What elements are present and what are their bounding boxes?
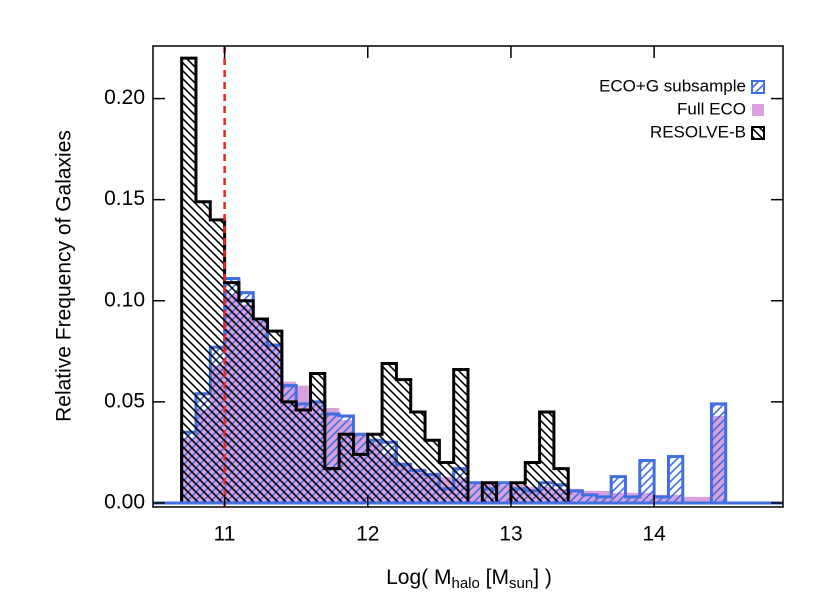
histogram-bar [425, 440, 440, 503]
histogram-bar [697, 496, 712, 503]
legend-swatch [751, 80, 765, 94]
histogram-bar [310, 373, 325, 503]
histogram-bar [224, 282, 239, 503]
x-tick-label: 11 [214, 523, 236, 546]
histogram-bar [339, 434, 354, 503]
x-label-part: ] ) [533, 566, 552, 589]
histogram-bar [611, 476, 626, 503]
histogram-bar [367, 434, 383, 503]
histogram-bar [510, 482, 526, 503]
histogram-bar [382, 363, 397, 503]
histogram-bar [281, 401, 297, 503]
histogram-bar [625, 496, 640, 503]
y-tick-label: 0.00 [104, 491, 145, 514]
histogram-bar [267, 331, 282, 503]
y-tick-label: 0.15 [104, 187, 145, 210]
histogram-bar [639, 460, 655, 503]
histogram-bar [439, 462, 454, 503]
y-tick-label: 0.20 [104, 86, 145, 109]
histogram-bar [468, 482, 483, 503]
x-tick-label: 12 [356, 523, 379, 546]
histogram-bar [410, 411, 426, 503]
histogram-bar [396, 379, 411, 503]
histogram-bar [711, 403, 726, 503]
y-axis-label: Relative Frequency of Galaxies [53, 130, 76, 422]
histogram-bar [253, 318, 268, 503]
histogram-bar [525, 462, 540, 503]
legend-label: ECO+G subsample [599, 76, 746, 95]
plot-area [153, 56, 783, 505]
histogram-bar [582, 494, 597, 503]
legend-swatch [752, 104, 764, 116]
x-tick-label: 14 [642, 523, 666, 546]
x-label-sub: sun [509, 575, 533, 592]
histogram-bar [238, 300, 254, 503]
histogram-bar [181, 58, 196, 503]
axes-frame [152, 45, 784, 508]
x-label-part: Log( M [386, 566, 451, 589]
x-axis-label: Log( Mhalo [Msun] ) [386, 566, 552, 592]
histogram-bar [324, 468, 340, 503]
y-tick-label: 0.05 [104, 389, 145, 412]
histogram-bar [195, 201, 211, 503]
legend-label: Full ECO [677, 99, 746, 118]
histogram-bar [482, 482, 497, 503]
x-label-sub: halo [451, 575, 479, 592]
histogram-bar [682, 496, 698, 503]
legend-swatch [751, 126, 765, 140]
histogram-bar [654, 496, 669, 503]
histogram-bar [553, 468, 569, 503]
legend-label: RESOLVE-B [650, 122, 746, 141]
histogram-bar [353, 454, 368, 503]
histogram-bar [296, 409, 311, 503]
y-tick-label: 0.10 [104, 288, 145, 311]
x-tick-label: 13 [499, 523, 522, 546]
histogram-bar [210, 219, 225, 503]
histogram-bar [496, 482, 511, 503]
histogram-bar [539, 411, 554, 503]
histogram-bar [668, 456, 683, 503]
histogram-bar [453, 369, 468, 503]
x-label-part: [M [480, 566, 509, 589]
histogram-bar [568, 490, 583, 503]
histogram-bar [596, 496, 612, 503]
